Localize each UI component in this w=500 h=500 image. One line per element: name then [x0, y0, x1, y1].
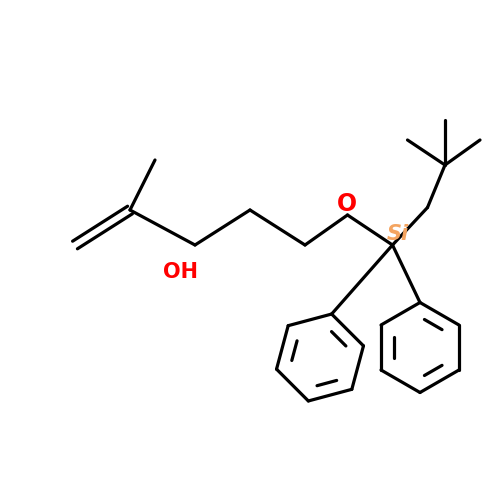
- Text: OH: OH: [162, 262, 198, 282]
- Text: Si: Si: [386, 224, 408, 244]
- Text: O: O: [336, 192, 356, 216]
